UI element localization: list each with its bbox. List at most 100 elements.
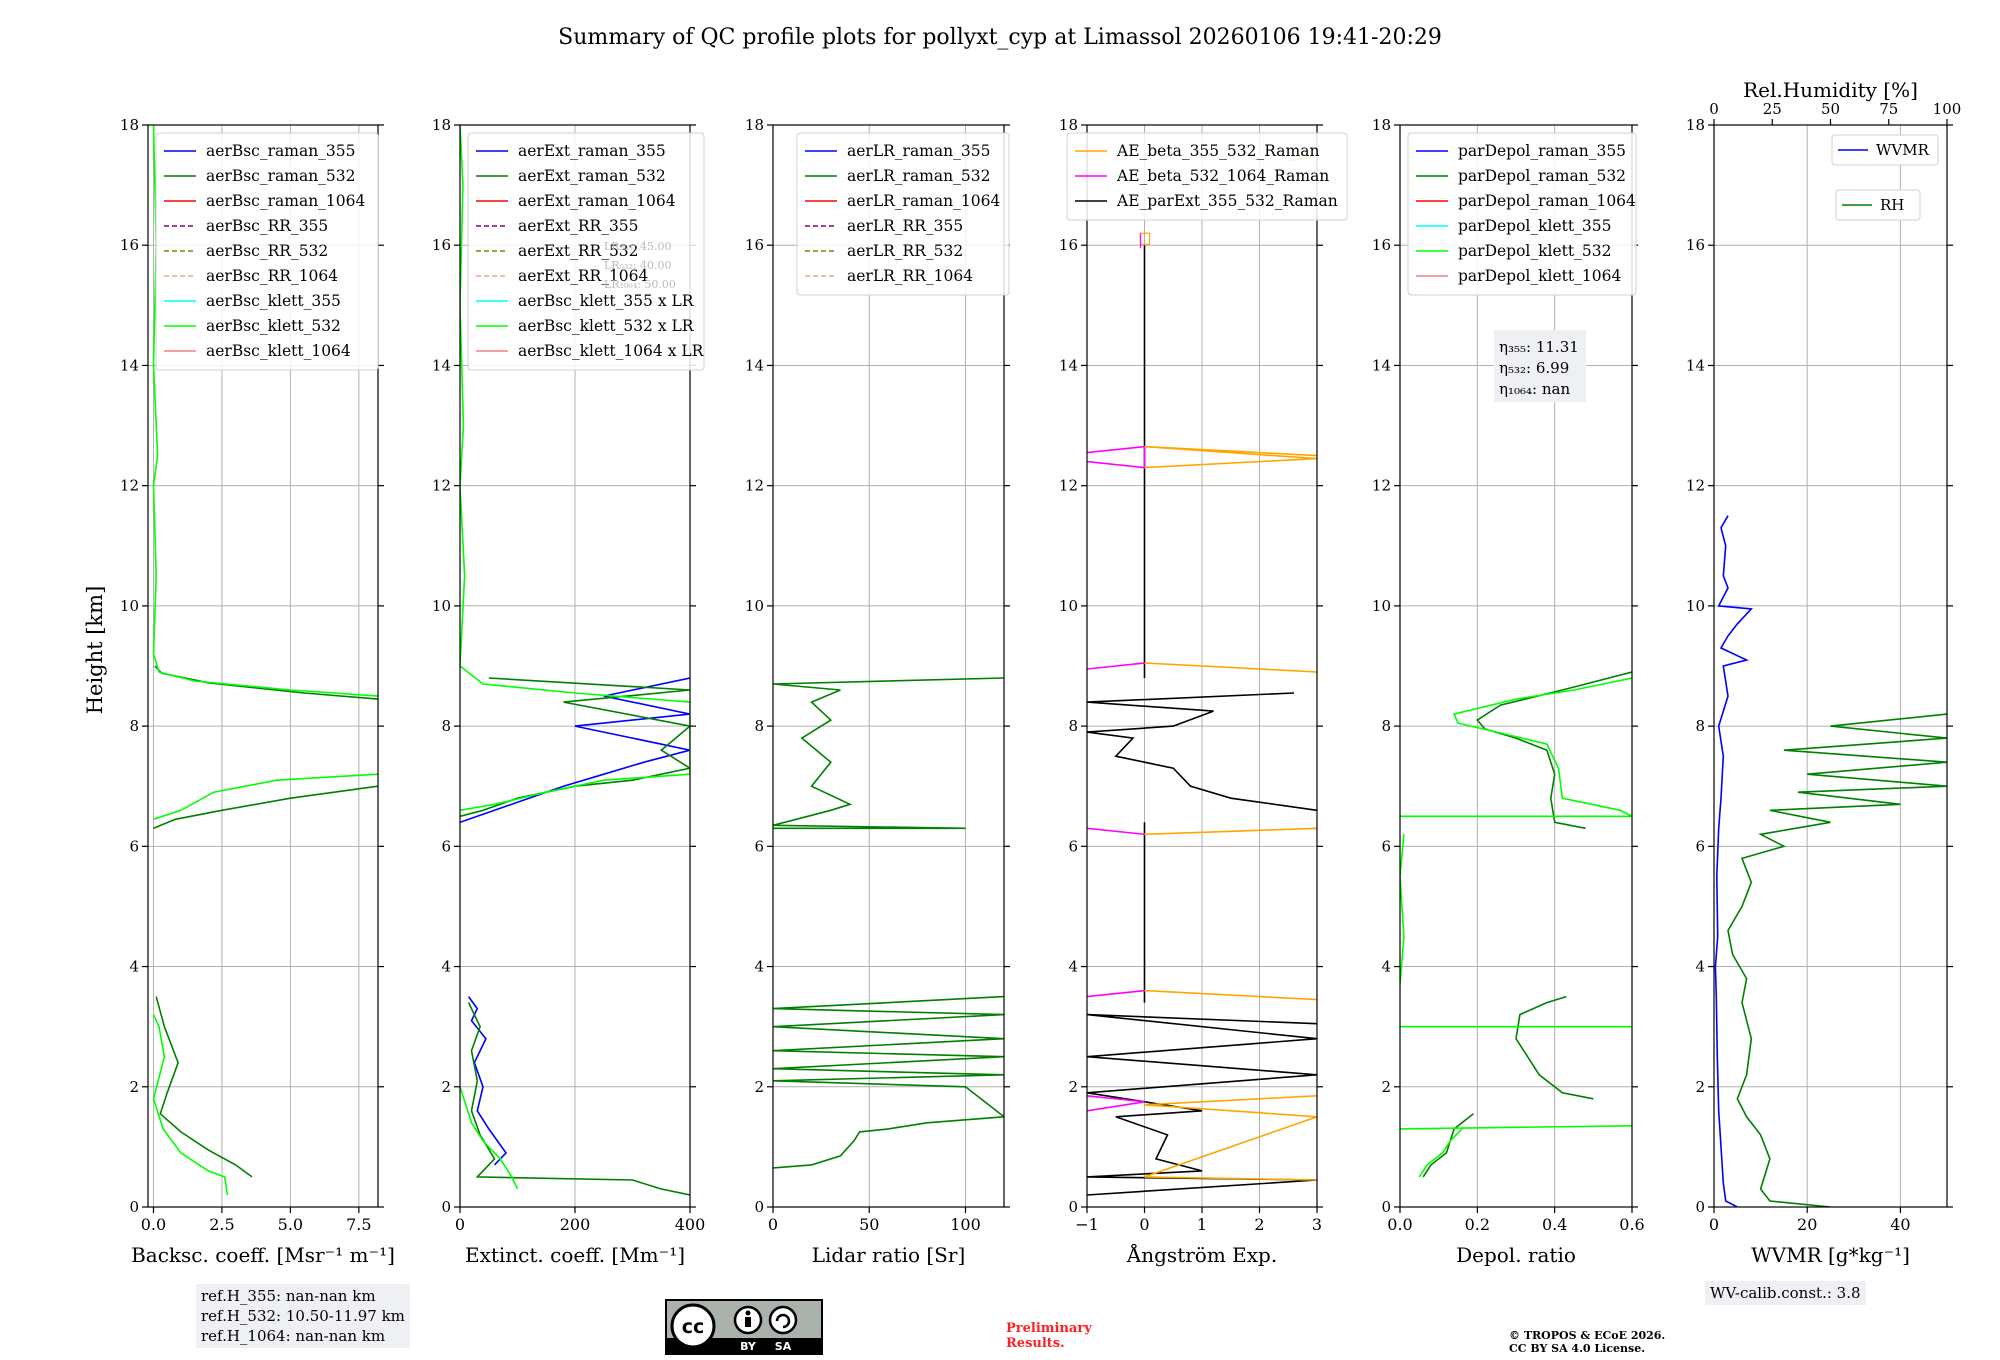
wv-calib-const: WV-calib.const.: 3.8: [1710, 1284, 1861, 1302]
legend: AE_beta_355_532_Raman AE_beta_532_1064_Ra…: [1066, 132, 1348, 221]
series-line-WVMR: [1714, 515, 1753, 1207]
lidar-ratio-label: LR₁₀₆₄: 50.00: [604, 278, 676, 291]
legend-box: [796, 132, 1010, 296]
series-line-aerBsc_raman_532: [155, 996, 253, 1178]
y-tick-label: 16: [120, 236, 139, 254]
y-tick-label: 4: [1381, 958, 1391, 976]
top-x-tick-label: 50: [1821, 100, 1840, 118]
lidar-ratio-label: LR₃₅₅: 45.00: [604, 240, 672, 253]
axes-frame: [1399, 124, 1633, 1208]
preliminary-line-2: Results.: [1006, 1336, 1065, 1351]
series-line-AE_beta_532_1064_Raman: [1087, 1095, 1145, 1112]
cc-circle-icon: [670, 1303, 716, 1349]
series-line-AE_beta_532_1064_Raman: [1087, 827, 1145, 836]
ref-height-355: ref.H_355: nan-nan km: [201, 1287, 376, 1305]
x-tick-label: 0: [1709, 1215, 1719, 1234]
legend-label: aerLR_raman_355: [847, 142, 990, 160]
x-tick-label: 3: [1312, 1215, 1322, 1234]
y-tick-label: 18: [745, 116, 764, 134]
copyright-line-1: © TROPOS & ECoE 2026.: [1509, 1329, 1665, 1342]
y-tick-label: 4: [754, 958, 764, 976]
series-line-parDepol_raman_532: [1515, 995, 1594, 1100]
panel-depol: 0 2 4 6 8 10 12 14 16 18 0.0 0.2 0.4 0.6 Depol. ratio p…: [1372, 116, 1645, 1267]
y-tick-label: 0: [1068, 1198, 1078, 1216]
y-tick-label: 14: [1372, 356, 1391, 374]
legend-box: [1407, 132, 1637, 296]
y-tick-label: 6: [754, 837, 764, 855]
legend-label: aerLR_RR_1064: [847, 267, 973, 285]
y-tick-label: 4: [1068, 958, 1078, 976]
ref-height-532: ref.H_532: 10.50-11.97 km: [201, 1307, 405, 1325]
x-tick-label: 200: [560, 1215, 591, 1234]
y-tick-label: 16: [1686, 236, 1705, 254]
legend-label: parDepol_klett_1064: [1458, 267, 1621, 285]
x-tick-label: 100: [950, 1215, 981, 1234]
legend-label: parDepol_raman_1064: [1458, 192, 1636, 210]
y-tick-label: 8: [1695, 717, 1705, 735]
series-line-aerLR_raman_532: [773, 677, 1004, 830]
legend-label: aerLR_raman_1064: [847, 192, 1000, 210]
legend-label: aerExt_RR_1064: [518, 267, 649, 285]
legend-label: aerBsc_raman_355: [206, 142, 356, 160]
y-tick-label: 16: [1372, 236, 1391, 254]
x-axis-label: Extinct. coeff. [Mm⁻¹]: [465, 1243, 685, 1267]
y-tick-label: 0: [1695, 1198, 1705, 1216]
series-group: [1400, 671, 1632, 1178]
panel-bsc: 0 2 4 6 8 10 12 14 16 18 0.0 2.5 5.0 7.5 Backsc. coeff…: [120, 116, 395, 1267]
x-tick-label: 0.6: [1619, 1215, 1644, 1234]
legend-label: parDepol_klett_355: [1458, 217, 1611, 235]
y-tick-label: 2: [1695, 1078, 1705, 1096]
legend-label: aerExt_raman_1064: [518, 192, 676, 210]
series-line-AE_beta_355_532_Raman: [1144, 1095, 1317, 1181]
top-x-tick-label: 75: [1879, 100, 1898, 118]
series-group: [773, 677, 1004, 1169]
series-line-AE_beta_355_532_Raman: [1144, 662, 1317, 673]
x-axis-label: Ångström Exp.: [1126, 1242, 1277, 1267]
x-tick-label: −1: [1075, 1215, 1099, 1234]
wv-calibration-box: WV-calib.const.: 3.8: [1705, 1281, 1866, 1305]
x-axis-label: Lidar ratio [Sr]: [812, 1243, 966, 1267]
y-tick-label: 14: [432, 356, 451, 374]
series-line-parDepol_klett_532: [1400, 677, 1632, 818]
y-tick-label: 4: [441, 958, 451, 976]
series-line-AE_beta_532_1064_Raman: [1087, 662, 1145, 670]
legend-label: aerExt_RR_532: [518, 242, 639, 260]
legend: parDepol_raman_355 parDepol_raman_532 parD…: [1407, 132, 1637, 296]
legend-label: parDepol_klett_532: [1458, 242, 1611, 260]
y-tick-label: 10: [432, 597, 451, 615]
y-tick-label: 18: [1372, 116, 1391, 134]
top-x-tick-label: 0: [1709, 100, 1719, 118]
legend: aerExt_raman_355 aerExt_raman_532 aerExt_r…: [467, 132, 705, 371]
y-tick-label: 18: [120, 116, 139, 134]
cc-letters: cc: [682, 1316, 705, 1338]
y-tick-label: 12: [1686, 477, 1705, 495]
y-tick-label: 2: [1381, 1078, 1391, 1096]
ref-height-1064: ref.H_1064: nan-nan km: [201, 1327, 386, 1345]
y-tick-label: 14: [1686, 356, 1705, 374]
x-tick-label: 0: [455, 1215, 465, 1234]
top-x-tick-label: 100: [1933, 100, 1962, 118]
legend-box: [467, 132, 705, 371]
sa-label: SA: [775, 1340, 792, 1353]
y-tick-label: 12: [120, 477, 139, 495]
x-tick-label: 40: [1890, 1215, 1910, 1234]
series-line-aerBsc_klett_532: [152, 125, 378, 697]
eta-box: [1494, 330, 1586, 402]
series-line-aerExt_raman_355: [467, 996, 508, 1166]
legend: aerBsc_raman_355 aerBsc_raman_532 aerBsc_r…: [155, 132, 379, 371]
cc-license-logo: cc BY SA: [665, 1299, 823, 1355]
x-axis-label: Backsc. coeff. [Msr⁻¹ m⁻¹]: [131, 1243, 395, 1267]
y-tick-label: 0: [129, 1198, 139, 1216]
series-line-AE_beta_355_532_Raman: [1144, 827, 1317, 836]
eta-label: η₃₅₅: 11.31: [1499, 338, 1579, 356]
series-line-parDepol_klett_532: [1400, 834, 1405, 985]
y-tick-label: 6: [1381, 837, 1391, 855]
legend-label: aerExt_raman_355: [518, 142, 666, 160]
y-tick-label: 8: [441, 717, 451, 735]
series-group: [460, 125, 690, 1196]
y-tick-label: 18: [1686, 116, 1705, 134]
y-tick-label: 6: [1695, 837, 1705, 855]
y-tick-label: 16: [432, 236, 451, 254]
x-tick-label: 20: [1797, 1215, 1817, 1234]
y-tick-label: 10: [1686, 597, 1705, 615]
